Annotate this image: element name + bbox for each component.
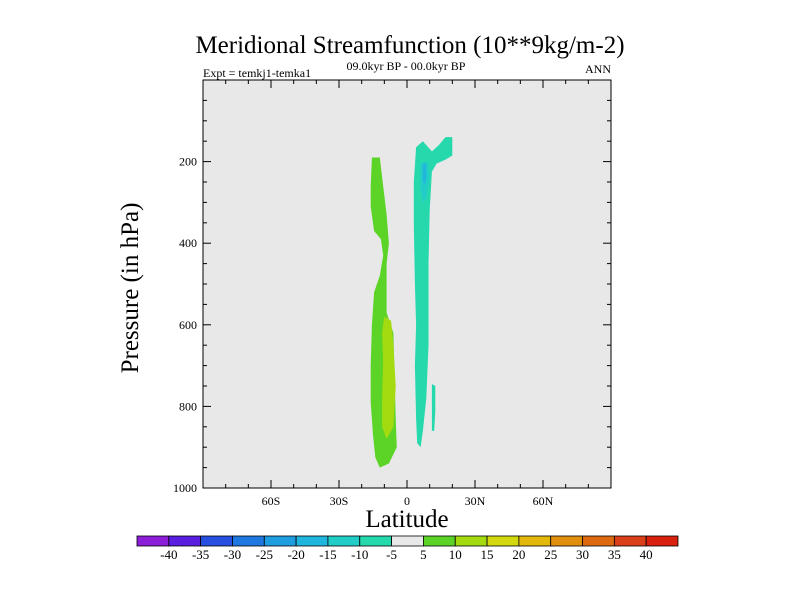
contour-region bbox=[413, 137, 453, 448]
colorbar-label: 5 bbox=[420, 547, 427, 562]
time-range-label: 09.0kyr BP - 00.0kyr BP bbox=[347, 59, 466, 73]
x-tick-label: 0 bbox=[404, 494, 410, 508]
season-label: ANN bbox=[585, 62, 611, 76]
colorbar-swatch bbox=[454, 535, 488, 547]
contour-region bbox=[422, 163, 427, 184]
colorbar-swatch bbox=[200, 535, 233, 547]
colorbar-label: 20 bbox=[512, 547, 525, 562]
y-tick-label: 600 bbox=[179, 318, 197, 332]
colorbar-swatch bbox=[263, 535, 297, 547]
colorbar-label: -40 bbox=[160, 547, 177, 562]
colorbar-swatch bbox=[423, 535, 456, 547]
colorbar-swatch bbox=[327, 535, 361, 547]
experiment-label: Expt = temkj1-temka1 bbox=[203, 66, 311, 80]
colorbar-swatch bbox=[518, 535, 552, 547]
colorbar-swatch bbox=[391, 535, 424, 547]
colorbar-swatch bbox=[359, 535, 392, 547]
y-tick-label: 1000 bbox=[173, 481, 197, 495]
colorbar-label: -5 bbox=[386, 547, 397, 562]
colorbar-label: 25 bbox=[544, 547, 557, 562]
x-axis-title: Latitude bbox=[365, 506, 448, 533]
x-tick-label: 60S bbox=[262, 494, 281, 508]
colorbar-swatch bbox=[136, 535, 170, 547]
y-tick-label: 800 bbox=[179, 399, 197, 413]
colorbar-label: -35 bbox=[192, 547, 209, 562]
colorbar-label: -25 bbox=[256, 547, 273, 562]
colorbar-label: 10 bbox=[449, 547, 462, 562]
colorbar-swatch bbox=[486, 535, 520, 547]
contour-region bbox=[431, 384, 436, 431]
colorbar-label: -30 bbox=[224, 547, 241, 562]
colorbar-label: -10 bbox=[351, 547, 368, 562]
colorbar-label: 40 bbox=[640, 547, 653, 562]
colorbar-label: 30 bbox=[576, 547, 589, 562]
y-axis-title: Pressure (in hPa) bbox=[117, 203, 144, 374]
colorbar-label: 35 bbox=[608, 547, 621, 562]
chart-title: Meridional Streamfunction (10**9kg/m-2) bbox=[195, 32, 624, 59]
contour-regions bbox=[370, 137, 453, 468]
x-tick-label: 30N bbox=[465, 494, 486, 508]
colorbar-swatch bbox=[168, 535, 202, 547]
colorbar-swatch bbox=[613, 535, 647, 547]
colorbar-swatch bbox=[645, 535, 679, 547]
colorbar-swatch bbox=[232, 535, 265, 547]
contour-region bbox=[382, 316, 396, 439]
colorbar-label: 15 bbox=[481, 547, 494, 562]
colorbar-label: -15 bbox=[319, 547, 336, 562]
x-tick-label: 30S bbox=[330, 494, 349, 508]
y-tick-label: 200 bbox=[179, 155, 197, 169]
y-tick-label: 400 bbox=[179, 236, 197, 250]
axis-ticks: 60S 30S 0 30N 60N 200 400 600 800 1000 bbox=[173, 79, 612, 508]
colorbar-swatch bbox=[295, 535, 329, 547]
colorbar: -40 -35 -30 -25 -20 -15 -10 -5 5 10 15 20 25 30 35 40 bbox=[136, 535, 679, 562]
x-tick-label: 60N bbox=[533, 494, 554, 508]
colorbar-label: -20 bbox=[287, 547, 304, 562]
plot-area bbox=[203, 80, 611, 488]
colorbar-swatch bbox=[550, 535, 583, 547]
colorbar-swatch bbox=[582, 535, 615, 547]
